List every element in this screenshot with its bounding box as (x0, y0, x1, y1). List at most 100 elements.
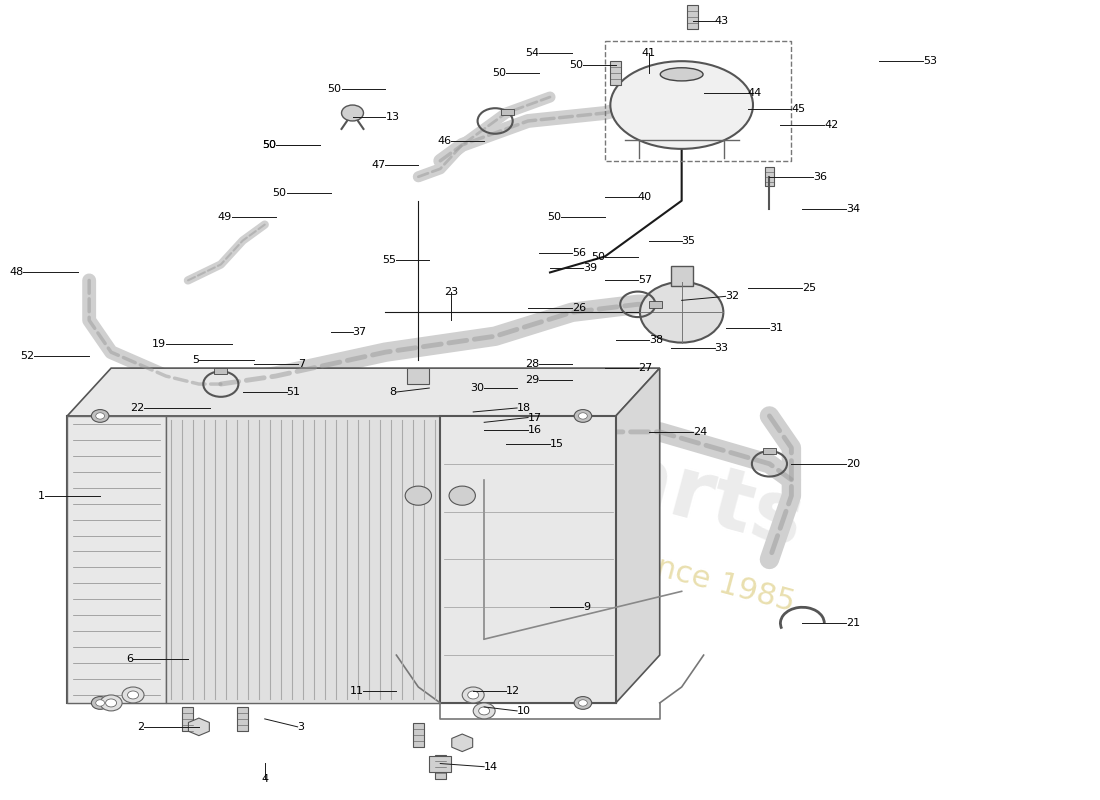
Circle shape (579, 700, 587, 706)
Text: 33: 33 (715, 343, 728, 353)
Circle shape (100, 695, 122, 711)
Text: 57: 57 (638, 275, 652, 286)
Circle shape (405, 486, 431, 506)
Text: 46: 46 (437, 136, 451, 146)
Text: 41: 41 (641, 48, 656, 58)
Text: 39: 39 (583, 263, 597, 274)
Text: 16: 16 (528, 426, 542, 435)
Text: 17: 17 (528, 413, 542, 422)
Text: 15: 15 (550, 439, 564, 449)
Circle shape (640, 282, 724, 342)
Polygon shape (67, 368, 660, 416)
Circle shape (106, 699, 117, 707)
Circle shape (96, 413, 104, 419)
Circle shape (91, 410, 109, 422)
Circle shape (579, 413, 587, 419)
Ellipse shape (610, 61, 754, 149)
Bar (766, 167, 773, 186)
Text: 7: 7 (298, 359, 305, 369)
Text: 53: 53 (923, 56, 937, 66)
Text: 50: 50 (492, 68, 506, 78)
Bar (67, 416, 616, 703)
Polygon shape (616, 368, 660, 703)
Text: 48: 48 (9, 267, 23, 278)
Bar (500, 109, 514, 115)
Text: 4: 4 (261, 774, 268, 784)
Text: euroParts: euroParts (331, 362, 812, 566)
Bar (238, 707, 249, 731)
Bar (67, 416, 166, 703)
Text: 50: 50 (547, 212, 561, 222)
Text: 9: 9 (583, 602, 590, 612)
Text: 26: 26 (572, 303, 586, 314)
Text: 36: 36 (813, 172, 827, 182)
Text: 6: 6 (126, 654, 133, 664)
Text: 11: 11 (350, 686, 363, 696)
Bar (407, 368, 429, 384)
Text: 52: 52 (20, 351, 34, 361)
Text: 40: 40 (638, 192, 652, 202)
Text: 54: 54 (525, 48, 539, 58)
Text: 18: 18 (517, 403, 531, 413)
Text: 32: 32 (726, 291, 739, 302)
Text: 50: 50 (591, 251, 605, 262)
Text: 13: 13 (385, 112, 399, 122)
Circle shape (449, 486, 475, 506)
Text: 55: 55 (383, 255, 396, 266)
Circle shape (473, 703, 495, 719)
Text: 50: 50 (262, 140, 276, 150)
Text: 23: 23 (444, 287, 459, 298)
Text: 37: 37 (352, 327, 366, 338)
Circle shape (462, 687, 484, 703)
Circle shape (574, 410, 592, 422)
Text: 5: 5 (191, 355, 199, 365)
Text: 8: 8 (389, 387, 396, 397)
Text: 25: 25 (802, 283, 816, 294)
Circle shape (96, 700, 104, 706)
Text: 34: 34 (846, 204, 860, 214)
Text: 51: 51 (287, 387, 300, 397)
Bar (183, 707, 194, 731)
Bar (610, 61, 621, 85)
Text: 45: 45 (791, 104, 805, 114)
Text: 56: 56 (572, 247, 586, 258)
Bar (412, 723, 424, 746)
Polygon shape (452, 734, 473, 751)
Text: 35: 35 (682, 235, 695, 246)
Text: 2: 2 (136, 722, 144, 732)
Text: 20: 20 (846, 458, 860, 469)
Bar (440, 416, 616, 703)
Text: 50: 50 (262, 140, 276, 150)
Text: 21: 21 (846, 618, 860, 628)
Circle shape (128, 691, 139, 699)
Circle shape (91, 697, 109, 710)
Text: 47: 47 (371, 160, 385, 170)
Text: 10: 10 (517, 706, 531, 716)
Bar (671, 266, 693, 286)
Bar (763, 448, 776, 454)
Text: 12: 12 (506, 686, 520, 696)
Text: 28: 28 (525, 359, 539, 369)
Bar (688, 6, 698, 30)
Text: a passion for parts since 1985: a passion for parts since 1985 (345, 470, 799, 617)
Circle shape (122, 687, 144, 703)
Text: 30: 30 (470, 383, 484, 393)
Bar (214, 368, 228, 374)
Bar (166, 416, 440, 703)
Text: 29: 29 (525, 375, 539, 385)
Circle shape (478, 707, 490, 715)
Bar (434, 754, 446, 778)
Text: 31: 31 (769, 323, 783, 334)
Text: 42: 42 (824, 120, 838, 130)
Circle shape (468, 691, 478, 699)
Text: 50: 50 (569, 60, 583, 70)
Polygon shape (188, 718, 209, 736)
Text: 3: 3 (298, 722, 305, 732)
Text: 27: 27 (638, 363, 652, 373)
Circle shape (341, 105, 363, 121)
Text: 43: 43 (715, 16, 728, 26)
Bar (649, 301, 662, 307)
Text: 38: 38 (649, 335, 663, 346)
Text: 24: 24 (693, 427, 707, 437)
Circle shape (574, 697, 592, 710)
